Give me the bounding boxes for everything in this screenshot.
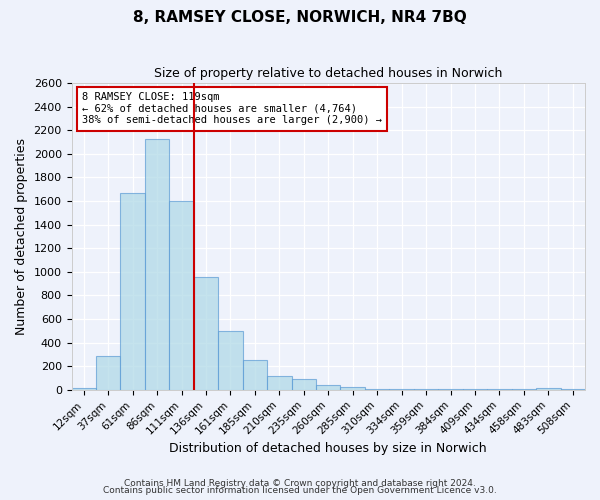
Title: Size of property relative to detached houses in Norwich: Size of property relative to detached ho…	[154, 68, 502, 80]
Text: 8 RAMSEY CLOSE: 119sqm
← 62% of detached houses are smaller (4,764)
38% of semi-: 8 RAMSEY CLOSE: 119sqm ← 62% of detached…	[82, 92, 382, 126]
Bar	[340, 387, 365, 390]
Bar	[536, 388, 560, 390]
Bar	[218, 331, 242, 390]
Bar	[389, 388, 414, 390]
Bar	[169, 201, 194, 390]
Text: Contains public sector information licensed under the Open Government Licence v3: Contains public sector information licen…	[103, 486, 497, 495]
Text: 8, RAMSEY CLOSE, NORWICH, NR4 7BQ: 8, RAMSEY CLOSE, NORWICH, NR4 7BQ	[133, 10, 467, 25]
Bar	[242, 360, 267, 390]
Bar	[414, 388, 438, 390]
Bar	[316, 385, 340, 390]
Bar	[96, 356, 121, 390]
Bar	[365, 388, 389, 390]
Bar	[145, 138, 169, 390]
X-axis label: Distribution of detached houses by size in Norwich: Distribution of detached houses by size …	[169, 442, 487, 455]
Y-axis label: Number of detached properties: Number of detached properties	[15, 138, 28, 335]
Bar	[267, 376, 292, 390]
Bar	[121, 193, 145, 390]
Bar	[71, 388, 96, 390]
Bar	[292, 378, 316, 390]
Text: Contains HM Land Registry data © Crown copyright and database right 2024.: Contains HM Land Registry data © Crown c…	[124, 478, 476, 488]
Bar	[194, 276, 218, 390]
